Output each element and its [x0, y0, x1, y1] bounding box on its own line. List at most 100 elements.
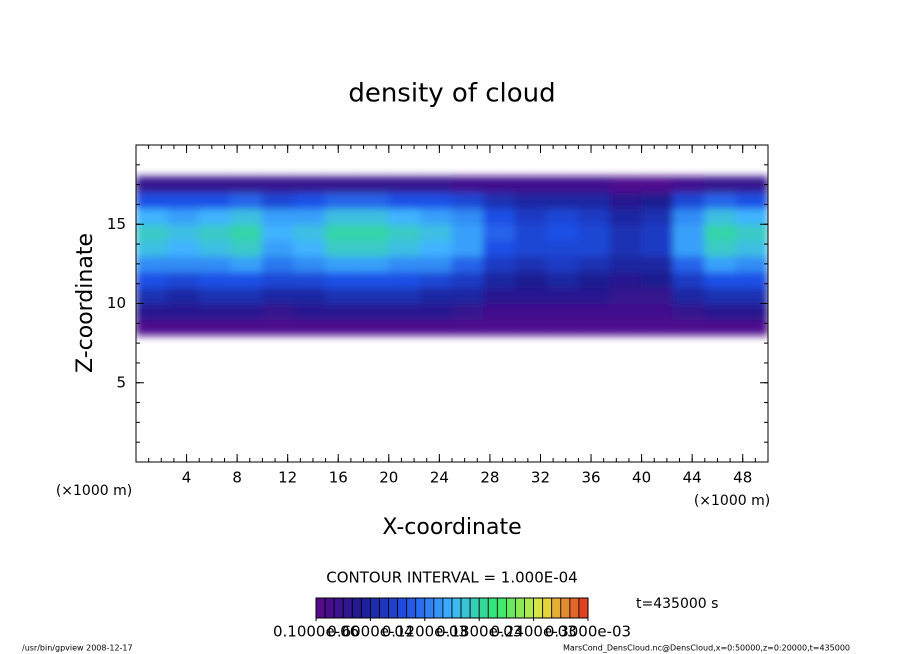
field-cells	[136, 176, 768, 336]
cell	[167, 255, 200, 273]
cell	[419, 287, 453, 304]
cell	[546, 255, 579, 273]
cell	[641, 287, 674, 304]
cell	[293, 239, 327, 257]
cell	[483, 207, 516, 225]
cell	[609, 303, 643, 320]
cell	[546, 239, 579, 257]
cell	[514, 255, 548, 273]
cell	[735, 271, 768, 289]
cell	[514, 192, 548, 209]
cell	[672, 255, 706, 273]
cell	[641, 303, 674, 320]
cell	[451, 192, 485, 209]
cell	[293, 223, 327, 241]
cell	[198, 176, 232, 194]
cell	[735, 287, 768, 304]
cell	[609, 207, 643, 225]
cell	[198, 239, 232, 257]
cell	[641, 318, 674, 336]
chart-title: density of cloud	[348, 79, 555, 109]
colorbar-slice	[397, 597, 408, 619]
colorbar-tick-label: 0.3000e-03	[545, 623, 631, 641]
cell	[167, 207, 200, 225]
cell	[136, 271, 169, 289]
cell	[167, 223, 200, 241]
cell	[735, 255, 768, 273]
cell	[230, 239, 263, 257]
cell	[356, 207, 390, 225]
cell	[356, 176, 390, 194]
cell	[356, 255, 390, 273]
cell	[388, 192, 421, 209]
cell	[704, 318, 737, 336]
cell	[167, 287, 200, 304]
cell	[577, 303, 611, 320]
cell	[451, 223, 485, 241]
cell	[293, 176, 327, 194]
colorbar-slice	[569, 597, 580, 619]
cell	[672, 287, 706, 304]
colorbar-slice	[451, 597, 462, 619]
cell	[230, 303, 263, 320]
cell	[167, 271, 200, 289]
cell	[483, 192, 516, 209]
cell	[325, 287, 358, 304]
colorbar-slice	[333, 597, 344, 619]
cell	[735, 207, 768, 225]
cell	[483, 271, 516, 289]
colorbar-slice	[424, 597, 435, 619]
cell	[514, 303, 548, 320]
cell	[735, 223, 768, 241]
colorbar-slice	[515, 597, 525, 619]
cell	[704, 239, 737, 257]
cell	[356, 318, 390, 336]
cell	[293, 318, 327, 336]
cell	[388, 207, 421, 225]
cell	[546, 223, 579, 241]
cell	[735, 192, 768, 209]
cell	[388, 303, 421, 320]
cell	[609, 176, 643, 194]
colorbar-slice	[524, 597, 534, 619]
cell	[735, 303, 768, 320]
cell	[419, 271, 453, 289]
cell	[704, 192, 737, 209]
cell	[735, 176, 768, 194]
cell	[198, 303, 232, 320]
colorbar-slice	[315, 597, 326, 619]
cell	[609, 271, 643, 289]
x-tick-label: 12	[278, 469, 297, 487]
cell	[388, 287, 421, 304]
cell	[230, 223, 263, 241]
cell	[514, 318, 548, 336]
cell	[451, 287, 485, 304]
colorbar-tick-label: 0.6000e-04	[327, 623, 413, 641]
x-tick-label: 4	[182, 469, 192, 487]
colorbar-slice	[379, 597, 389, 619]
cell	[419, 176, 453, 194]
cell	[388, 239, 421, 257]
cell	[198, 271, 232, 289]
y-unit: (×1000 m)	[56, 483, 132, 499]
cell	[609, 255, 643, 273]
cell	[325, 192, 358, 209]
colorbar-slice	[351, 597, 362, 619]
colorbar-tick-label: 0.1200e-03	[382, 623, 468, 641]
colorbar-slice	[542, 597, 553, 619]
cell	[704, 271, 737, 289]
cell	[641, 239, 674, 257]
cell	[136, 207, 169, 225]
cell	[230, 255, 263, 273]
cell	[230, 192, 263, 209]
colorbar-slice	[360, 597, 371, 619]
cell	[293, 287, 327, 304]
colorbar-slice	[342, 597, 353, 619]
x-tick-label: 48	[733, 469, 752, 487]
cell	[293, 207, 327, 225]
cell	[261, 303, 295, 320]
cell	[293, 303, 327, 320]
colorbar-slice	[324, 597, 335, 619]
y-axis-label: Z-coordinate	[73, 233, 98, 373]
cell	[136, 287, 169, 304]
